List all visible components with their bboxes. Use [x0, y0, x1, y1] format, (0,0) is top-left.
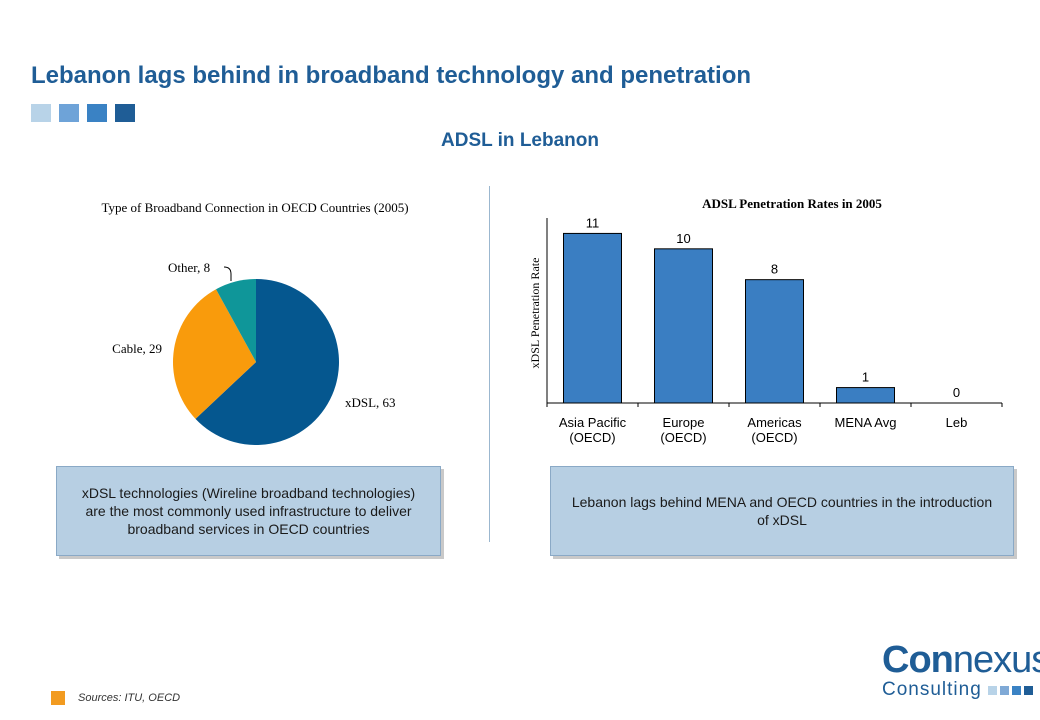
- bar-category-label-0-1: (OECD): [569, 430, 615, 445]
- bar-value-label-4: 0: [953, 385, 960, 400]
- bar-chart-y-axis-label: xDSL Penetration Rate: [528, 258, 542, 369]
- pie-leader-line-other: [223, 266, 232, 281]
- title-accent-square-4: [115, 104, 135, 122]
- vertical-divider: [489, 186, 490, 542]
- bar-category-label-4-0: Leb: [946, 415, 968, 430]
- pie-label-other: Other, 8: [168, 260, 210, 275]
- pie-slice-xdsl: [195, 279, 339, 445]
- title-accent-square-3: [87, 104, 107, 122]
- bar-chart-title: ADSL Penetration Rates in 2005: [702, 196, 882, 211]
- right-callout-text: Lebanon lags behind MENA and OECD countr…: [571, 494, 993, 528]
- logo-tagline-row: Consulting: [882, 680, 1040, 700]
- pie-label-cable: Cable, 29: [112, 341, 162, 356]
- charts-canvas: Type of Broadband Connection in OECD Cou…: [101, 196, 1003, 445]
- pie-slice-cable: [172, 289, 256, 419]
- logo-dot-2: [999, 685, 1009, 695]
- bar-category-label-1-1: (OECD): [660, 430, 706, 445]
- bar-0: [563, 232, 622, 404]
- pie-slice-other: [216, 279, 256, 362]
- logo-dot-1: [987, 685, 997, 695]
- logo-dots: [987, 685, 1033, 695]
- bar-3: [836, 387, 895, 404]
- bar-value-label-1: 10: [676, 231, 690, 246]
- section-subtitle: ADSL in Lebanon: [441, 130, 599, 151]
- logo-tagline: Consulting: [882, 679, 982, 700]
- title-accent-square-2: [59, 104, 79, 122]
- bar-category-label-2-1: (OECD): [751, 430, 797, 445]
- pie-chart-title: Type of Broadband Connection in OECD Cou…: [101, 200, 408, 215]
- bar-1: [654, 248, 713, 404]
- right-callout-box: Lebanon lags behind MENA and OECD countr…: [550, 466, 1014, 556]
- logo-dot-4: [1023, 685, 1033, 695]
- pie-label-xdsl: xDSL, 63: [345, 395, 396, 410]
- bar-category-label-0-0: Asia Pacific: [559, 415, 627, 430]
- bar-value-label-3: 1: [862, 370, 869, 385]
- bar-value-label-2: 8: [771, 262, 778, 277]
- left-callout-box: xDSL technologies (Wireline broadband te…: [56, 466, 441, 556]
- slide-title: Lebanon lags behind in broadband technol…: [31, 62, 752, 89]
- bar-value-label-0: 11: [586, 215, 600, 230]
- logo-wordmark: Connexus: [882, 640, 1040, 680]
- title-accent-square-1: [31, 104, 51, 122]
- bar-category-label-2-0: Americas: [747, 415, 802, 430]
- logo-wordmark-light: nexus: [952, 639, 1040, 681]
- bar-2: [745, 279, 804, 404]
- left-callout-text: xDSL technologies (Wireline broadband te…: [81, 485, 416, 537]
- bar-category-label-3-0: MENA Avg: [835, 415, 897, 430]
- company-logo: Connexus Consulting: [882, 640, 1040, 700]
- source-marker: [51, 691, 65, 705]
- logo-dot-3: [1011, 685, 1021, 695]
- logo-wordmark-bold: Con: [882, 639, 954, 681]
- bar-category-label-1-0: Europe: [663, 415, 705, 430]
- source-note: Sources: ITU, OECD: [78, 692, 181, 704]
